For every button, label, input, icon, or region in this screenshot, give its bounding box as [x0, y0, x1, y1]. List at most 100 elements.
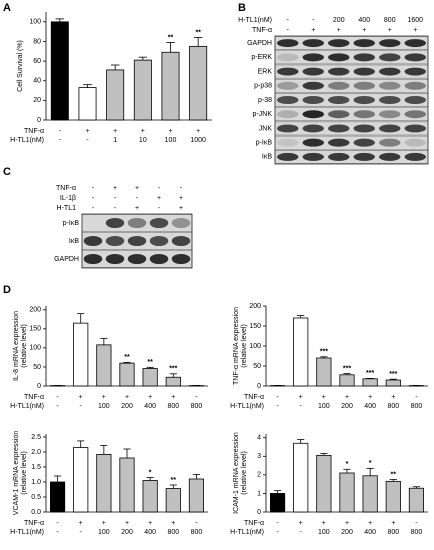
error-bar: [138, 56, 148, 61]
blot-band: [379, 96, 401, 104]
row-value: +: [113, 128, 117, 135]
row-value: 200: [121, 403, 133, 410]
row-value: +: [299, 394, 303, 401]
bar: [293, 317, 309, 387]
blot-header-name: H-TL1(nM): [238, 17, 272, 24]
blot-band: [379, 81, 401, 90]
blot-header-value: -: [92, 205, 95, 212]
row-value: 200: [341, 529, 353, 536]
blot-header-value: -: [136, 195, 139, 202]
blot-band: [328, 138, 350, 147]
row-value: 800: [167, 529, 179, 536]
blot-band: [404, 124, 426, 133]
significance: ***: [389, 371, 397, 378]
row-value: +: [345, 520, 349, 527]
y-tick-label: 0: [37, 117, 41, 124]
row-value: -: [86, 137, 89, 144]
blot-band: [105, 235, 125, 247]
error-bar: [169, 484, 177, 489]
bar: [142, 368, 158, 387]
blot-band: [379, 124, 401, 133]
row-value: -: [276, 529, 279, 536]
row-value: -: [59, 137, 62, 144]
blot-band: [404, 138, 426, 147]
blot-row-label: JNK: [259, 125, 273, 132]
blot-row-label: ERK: [258, 68, 273, 75]
error-bar: [146, 366, 154, 369]
blot-band: [353, 53, 375, 62]
y-tick-label: 200: [249, 303, 261, 310]
blot-header-name: IL-1β: [60, 195, 76, 202]
blot-band: [353, 152, 375, 161]
error-bar: [343, 468, 351, 473]
error-bar: [146, 477, 154, 481]
blot-row-label: IκB: [69, 238, 79, 245]
blot-row-label: p-ERK: [251, 54, 272, 61]
y-tick-label: 100: [29, 345, 41, 352]
blot-band: [149, 217, 169, 229]
row-value: -: [276, 394, 279, 401]
blot-band: [171, 253, 191, 265]
bar: [96, 453, 112, 513]
row-value: 800: [387, 529, 399, 536]
blot-row-label: GAPDH: [247, 40, 272, 47]
bar: [385, 480, 401, 513]
row-value: 100: [318, 529, 330, 536]
bar: [133, 59, 152, 121]
significance: **: [147, 359, 153, 366]
error-bar: [83, 84, 92, 88]
row-value: 400: [364, 403, 376, 410]
bar: [142, 480, 158, 513]
bar: [293, 442, 309, 513]
blot-band: [379, 110, 401, 119]
blot-row-label: p-38: [258, 97, 272, 104]
y-tick-label: 60: [33, 58, 41, 65]
row-value: -: [80, 529, 83, 536]
blot-band: [404, 81, 426, 90]
blot-band: [379, 152, 401, 161]
panel-label: B: [238, 2, 246, 14]
row-value: 400: [144, 403, 156, 410]
blot-band: [302, 96, 324, 104]
blot-header-value: -: [312, 17, 315, 24]
significance: ***: [366, 370, 374, 377]
blot-band: [277, 152, 299, 161]
row-value: +: [85, 128, 89, 135]
row-name: H-TL1(nM): [230, 403, 264, 410]
row-value: +: [148, 394, 152, 401]
row-value: -: [415, 394, 418, 401]
row-value: 1000: [190, 137, 206, 144]
error-bar: [166, 42, 175, 53]
blot-band: [277, 138, 299, 147]
blot-band: [277, 110, 299, 119]
y-tick-label: 2.5: [31, 434, 41, 441]
blot-band: [328, 67, 350, 76]
bar: [119, 457, 135, 513]
y-tick-label: 3: [257, 453, 261, 460]
row-name: TNF-α: [24, 128, 44, 135]
y-tick-label: 50: [253, 363, 261, 370]
error-bar: [297, 439, 305, 444]
blot-band: [353, 110, 375, 119]
row-value: +: [168, 128, 172, 135]
bar: [73, 322, 89, 387]
row-value: +: [196, 128, 200, 135]
blot-band: [353, 39, 375, 48]
row-value: 800: [411, 529, 423, 536]
blot-band: [302, 124, 324, 133]
blot-band: [328, 53, 350, 62]
blot-row-label: p-p38: [254, 83, 272, 90]
y-axis-label: (relative level): [241, 324, 248, 368]
blot-header-value: +: [362, 27, 366, 34]
row-value: 1: [113, 137, 117, 144]
bar: [339, 472, 355, 513]
significance: *: [346, 461, 349, 468]
row-value: +: [299, 520, 303, 527]
y-axis-label: (relative level): [21, 324, 28, 368]
y-axis-label: (relative level): [21, 451, 28, 495]
y-axis-label: ICAM-1 mRNA expression: [233, 432, 240, 514]
blot-band: [404, 53, 426, 62]
y-tick-label: 40: [33, 78, 41, 85]
y-axis-label: TNF-α mRNA expression: [233, 307, 240, 385]
